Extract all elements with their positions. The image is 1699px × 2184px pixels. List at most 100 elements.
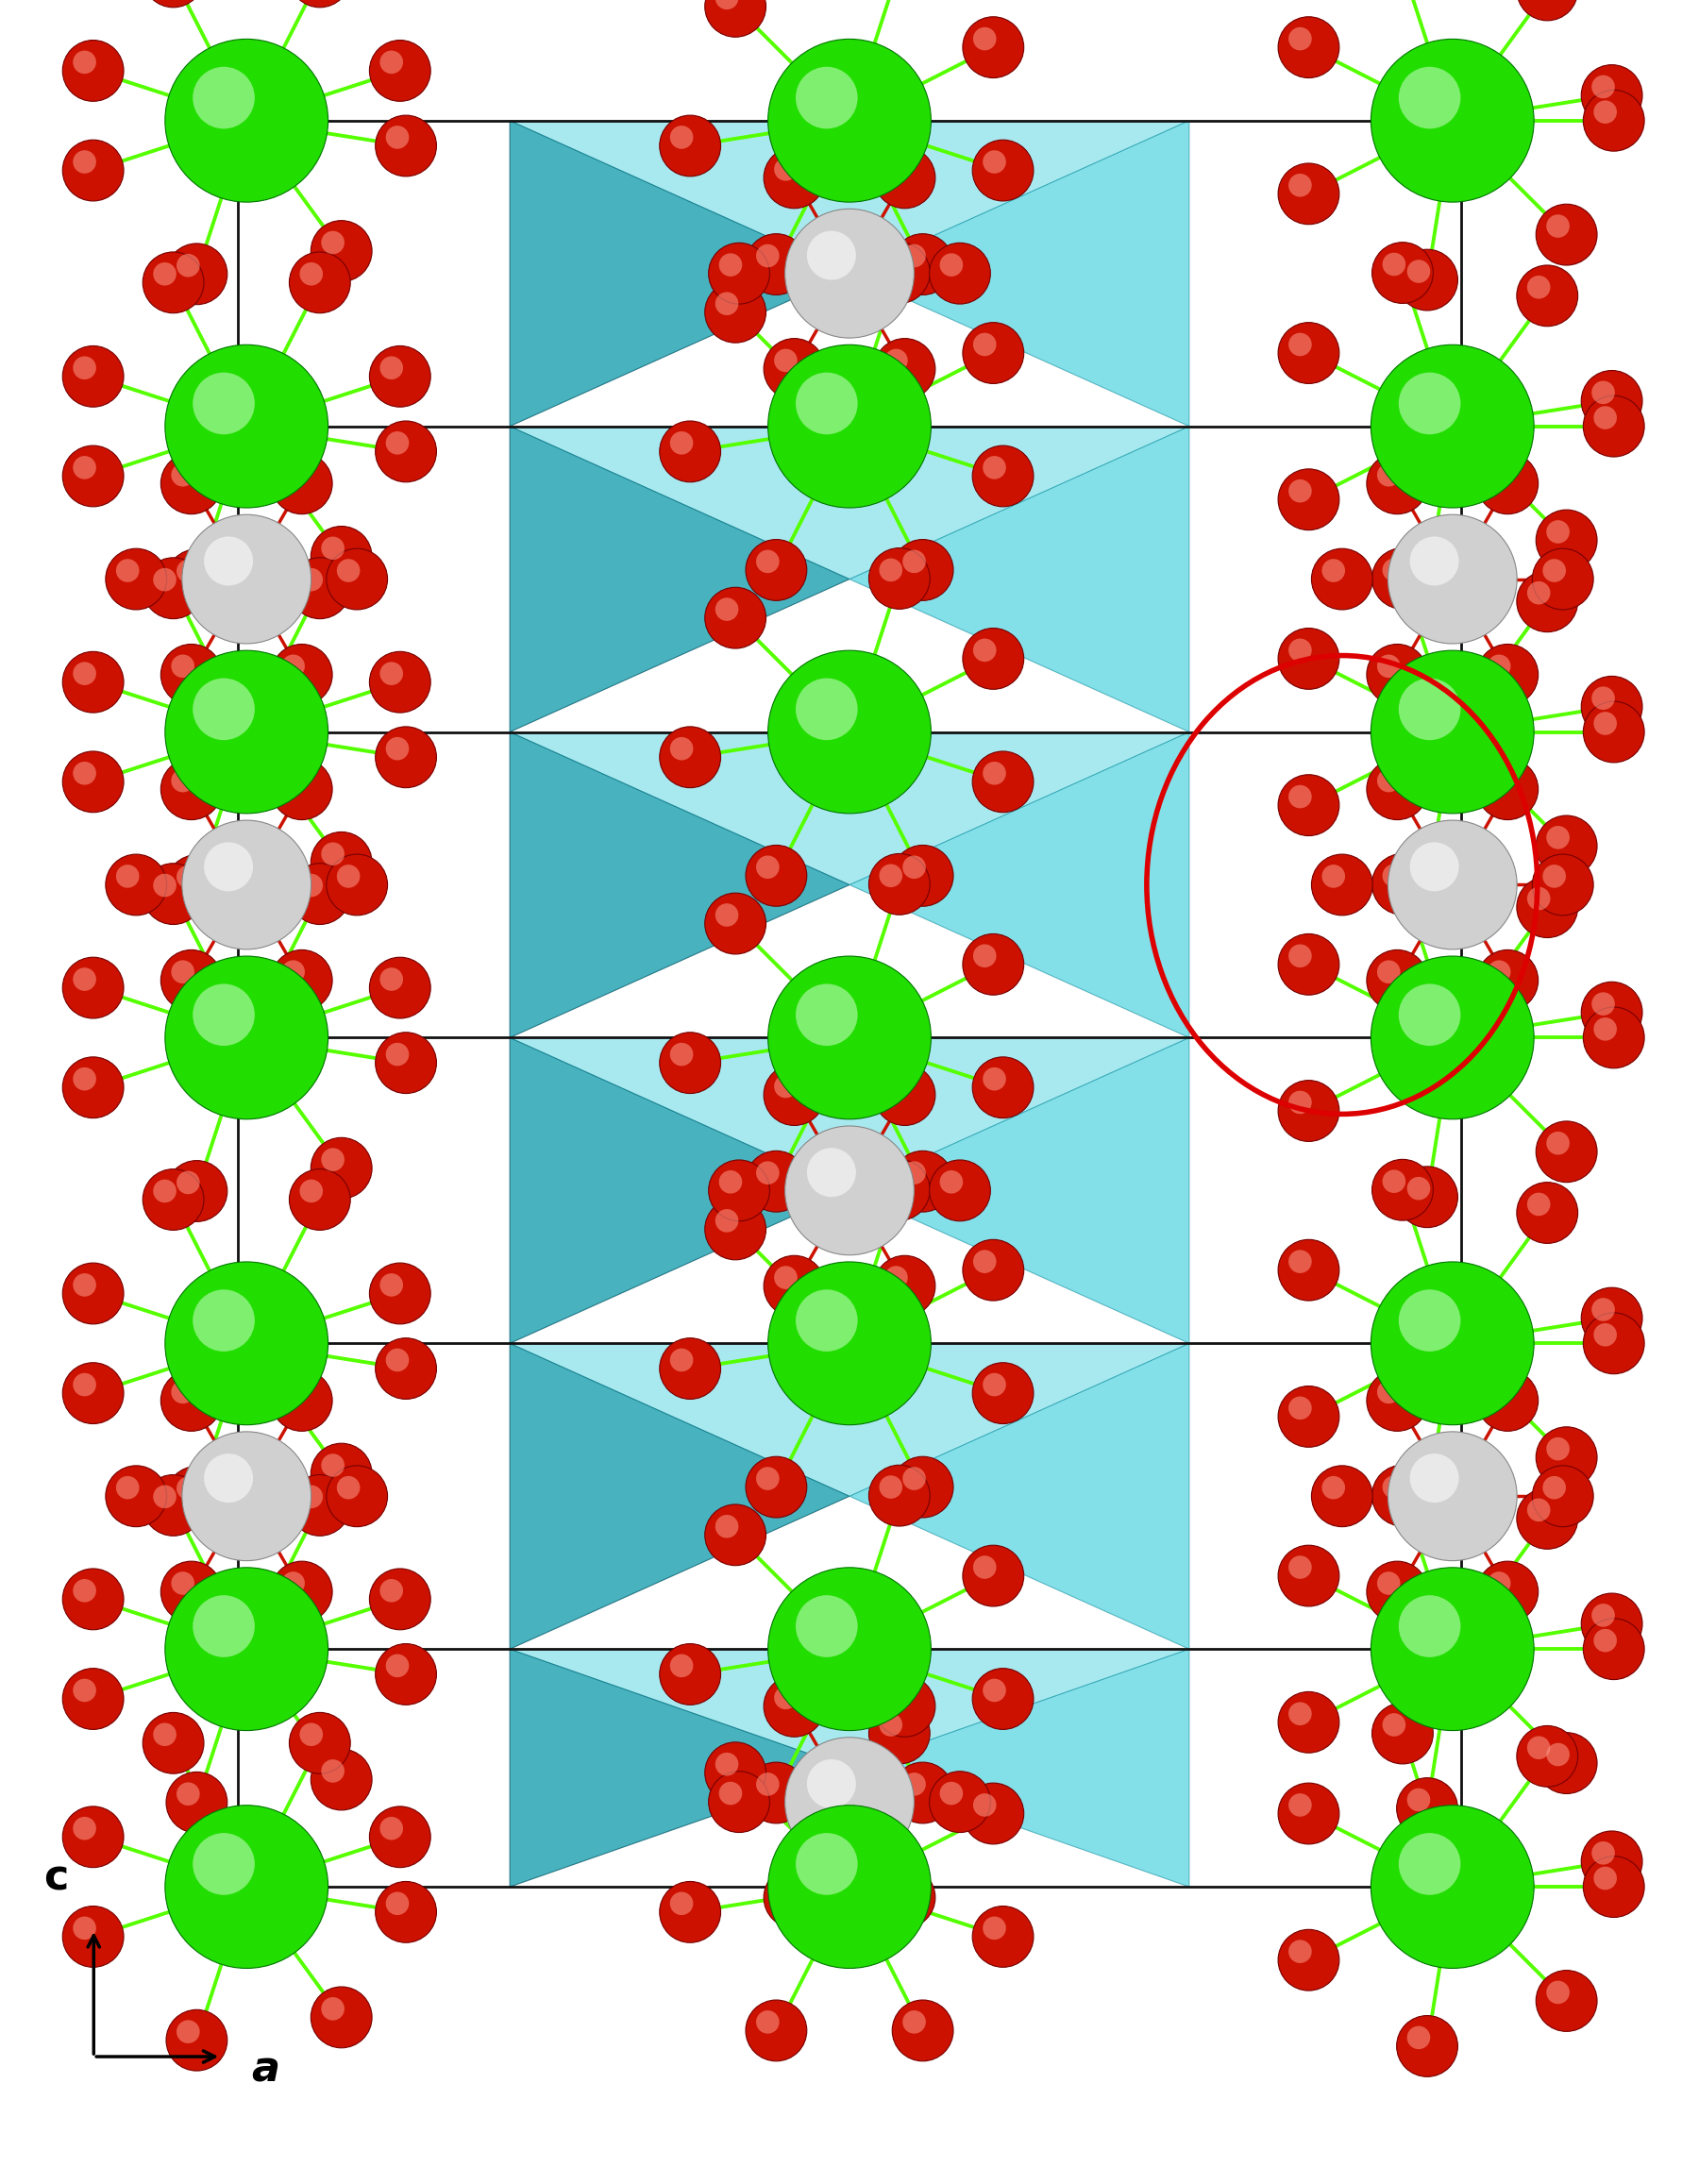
- Circle shape: [63, 1806, 124, 1867]
- Circle shape: [299, 568, 323, 592]
- Circle shape: [795, 68, 858, 129]
- Circle shape: [1476, 1369, 1538, 1431]
- Circle shape: [775, 349, 797, 371]
- Circle shape: [1373, 1160, 1434, 1221]
- Circle shape: [705, 893, 766, 954]
- Circle shape: [204, 843, 253, 891]
- Circle shape: [963, 1782, 1024, 1843]
- Circle shape: [289, 557, 350, 618]
- Circle shape: [1592, 1297, 1614, 1321]
- Circle shape: [982, 1918, 1006, 1939]
- Circle shape: [1278, 1546, 1339, 1607]
- Circle shape: [1536, 1426, 1597, 1487]
- Circle shape: [381, 1273, 403, 1297]
- Circle shape: [289, 1474, 350, 1535]
- Circle shape: [1594, 712, 1617, 736]
- Circle shape: [963, 1241, 1024, 1302]
- Circle shape: [785, 210, 914, 339]
- Circle shape: [1527, 887, 1549, 911]
- Circle shape: [756, 1468, 780, 1489]
- Circle shape: [974, 1555, 996, 1579]
- Circle shape: [775, 157, 797, 181]
- Circle shape: [746, 1762, 807, 1824]
- Circle shape: [756, 245, 780, 266]
- Circle shape: [1278, 1387, 1339, 1448]
- Circle shape: [165, 345, 328, 509]
- Text: a: a: [251, 2051, 280, 2090]
- Circle shape: [902, 550, 926, 572]
- Circle shape: [192, 373, 255, 435]
- Circle shape: [73, 1068, 97, 1090]
- Circle shape: [1278, 1081, 1339, 1142]
- Circle shape: [1594, 100, 1617, 124]
- Circle shape: [1288, 638, 1312, 662]
- Circle shape: [1378, 961, 1400, 983]
- Circle shape: [143, 251, 204, 312]
- Circle shape: [873, 1064, 934, 1125]
- Circle shape: [1527, 1736, 1549, 1760]
- Circle shape: [192, 983, 255, 1046]
- Circle shape: [386, 1891, 409, 1915]
- Circle shape: [1517, 570, 1578, 631]
- Circle shape: [204, 537, 253, 585]
- Circle shape: [369, 1806, 430, 1867]
- Circle shape: [311, 221, 372, 282]
- Circle shape: [289, 1168, 350, 1230]
- Circle shape: [765, 1867, 826, 1928]
- Circle shape: [768, 651, 931, 812]
- Circle shape: [375, 1880, 437, 1942]
- Polygon shape: [510, 1343, 850, 1649]
- Circle shape: [1398, 1832, 1461, 1896]
- Circle shape: [336, 865, 360, 889]
- Circle shape: [1288, 175, 1312, 197]
- Circle shape: [204, 1455, 253, 1503]
- Circle shape: [929, 1771, 991, 1832]
- Circle shape: [878, 559, 902, 581]
- Circle shape: [974, 943, 996, 968]
- Circle shape: [161, 758, 223, 819]
- Circle shape: [963, 323, 1024, 384]
- Circle shape: [1532, 1465, 1594, 1527]
- Circle shape: [1278, 17, 1339, 79]
- Circle shape: [756, 856, 780, 878]
- Circle shape: [73, 50, 97, 74]
- Polygon shape: [510, 1343, 1189, 1496]
- Circle shape: [659, 116, 720, 177]
- Circle shape: [1371, 39, 1534, 203]
- Circle shape: [172, 1572, 194, 1594]
- Circle shape: [1582, 371, 1643, 432]
- Circle shape: [1487, 961, 1510, 983]
- Circle shape: [768, 957, 931, 1118]
- Circle shape: [765, 146, 826, 207]
- Circle shape: [1373, 1465, 1434, 1527]
- Polygon shape: [510, 426, 1189, 579]
- Circle shape: [795, 1289, 858, 1352]
- Circle shape: [1583, 1007, 1645, 1068]
- Circle shape: [386, 127, 409, 149]
- Circle shape: [182, 821, 311, 950]
- Circle shape: [172, 1380, 194, 1404]
- Circle shape: [386, 1348, 409, 1372]
- Circle shape: [1371, 1806, 1534, 1968]
- Circle shape: [177, 1171, 200, 1195]
- Circle shape: [336, 1476, 360, 1498]
- Circle shape: [982, 1679, 1006, 1701]
- Circle shape: [1378, 1380, 1400, 1404]
- Circle shape: [167, 1771, 228, 1832]
- Circle shape: [719, 1171, 742, 1195]
- Circle shape: [177, 1476, 200, 1500]
- Circle shape: [73, 1579, 97, 1603]
- Circle shape: [63, 1669, 124, 1730]
- Circle shape: [161, 950, 223, 1011]
- Circle shape: [669, 430, 693, 454]
- Polygon shape: [510, 426, 850, 732]
- Circle shape: [143, 1168, 204, 1230]
- Circle shape: [63, 1907, 124, 1968]
- Circle shape: [172, 655, 194, 677]
- Circle shape: [768, 345, 931, 509]
- Circle shape: [116, 559, 139, 583]
- Circle shape: [746, 2001, 807, 2062]
- Circle shape: [321, 537, 345, 559]
- Circle shape: [1543, 1476, 1566, 1498]
- Circle shape: [63, 957, 124, 1018]
